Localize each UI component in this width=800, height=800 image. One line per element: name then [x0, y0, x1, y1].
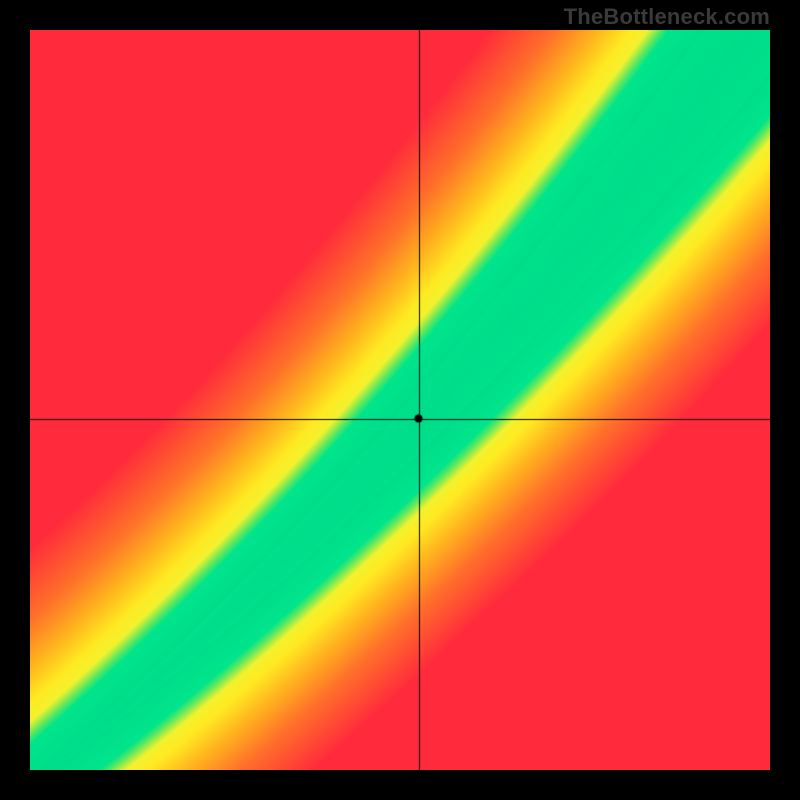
heatmap-canvas [30, 30, 770, 770]
watermark-text: TheBottleneck.com [564, 4, 770, 30]
plot-area [30, 30, 770, 770]
